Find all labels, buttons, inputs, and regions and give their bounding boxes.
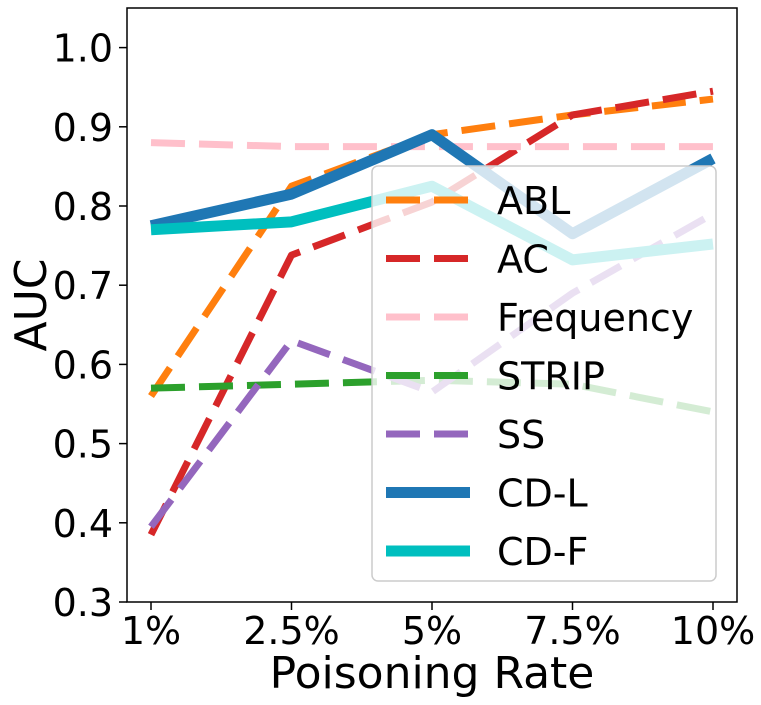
series-line-frequency [150,139,713,151]
legend-label-ac: AC [497,238,549,282]
y-tick-label: 0.4 [53,502,113,546]
y-tick-label: 0.5 [53,423,113,467]
y-tick-label: 0.7 [53,264,113,308]
y-axis-ticks: 0.3 0.4 0.5 0.6 0.7 0.8 0.9 1.0 [53,27,127,625]
legend [371,165,717,582]
y-tick-label: 0.3 [53,581,113,625]
x-tick-label: 10% [671,609,755,653]
x-axis-ticks: 1% 2.5% 5% 7.5% 10% [121,602,755,653]
y-tick-label: 0.8 [53,185,113,229]
legend-label-frequency: Frequency [497,296,693,340]
y-tick-label: 0.6 [53,343,113,387]
x-axis-label: Poisoning Rate [270,648,595,699]
x-tick-label: 5% [402,609,462,653]
legend-label-abl: ABL [497,179,570,223]
x-tick-label: 7.5% [524,609,621,653]
legend-label-ss: SS [497,413,545,457]
y-tick-label: 1.0 [53,27,113,71]
y-tick-label: 0.9 [53,106,113,150]
legend-label-strip: STRIP [497,355,605,399]
x-tick-label: 2.5% [243,609,340,653]
legend-label-cd-f: CD-F [497,530,588,574]
y-axis-label: AUC [6,258,57,351]
legend-items: ABL AC Frequency STRIP SS CD-L CD-F [386,179,693,574]
legend-label-cd-l: CD-L [497,472,588,516]
x-tick-label: 1% [121,609,181,653]
